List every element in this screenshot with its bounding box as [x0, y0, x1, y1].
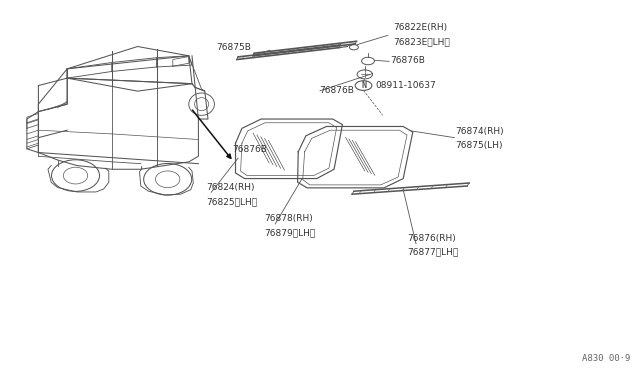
Text: 76878(RH): 76878(RH)	[264, 214, 313, 223]
Text: 76824(RH): 76824(RH)	[206, 183, 255, 192]
Text: 76874(RH): 76874(RH)	[456, 127, 504, 136]
Text: 08911-10637: 08911-10637	[375, 81, 436, 90]
Text: 76875B: 76875B	[216, 43, 251, 52]
Text: 76879〈LH〉: 76879〈LH〉	[264, 228, 316, 237]
Text: 76875(LH): 76875(LH)	[456, 141, 503, 150]
Text: 76825〈LH〉: 76825〈LH〉	[206, 197, 257, 206]
Text: 76876B: 76876B	[319, 86, 353, 94]
Text: A830 00·9: A830 00·9	[582, 354, 630, 363]
Text: 76876B: 76876B	[390, 56, 425, 65]
Text: 76876B: 76876B	[232, 145, 267, 154]
Text: 76823E〈LH〉: 76823E〈LH〉	[393, 37, 450, 46]
Text: 76876(RH): 76876(RH)	[408, 234, 456, 243]
Text: N: N	[361, 81, 366, 90]
Text: 76877〈LH〉: 76877〈LH〉	[408, 248, 459, 257]
Text: 76822E(RH): 76822E(RH)	[393, 23, 447, 32]
